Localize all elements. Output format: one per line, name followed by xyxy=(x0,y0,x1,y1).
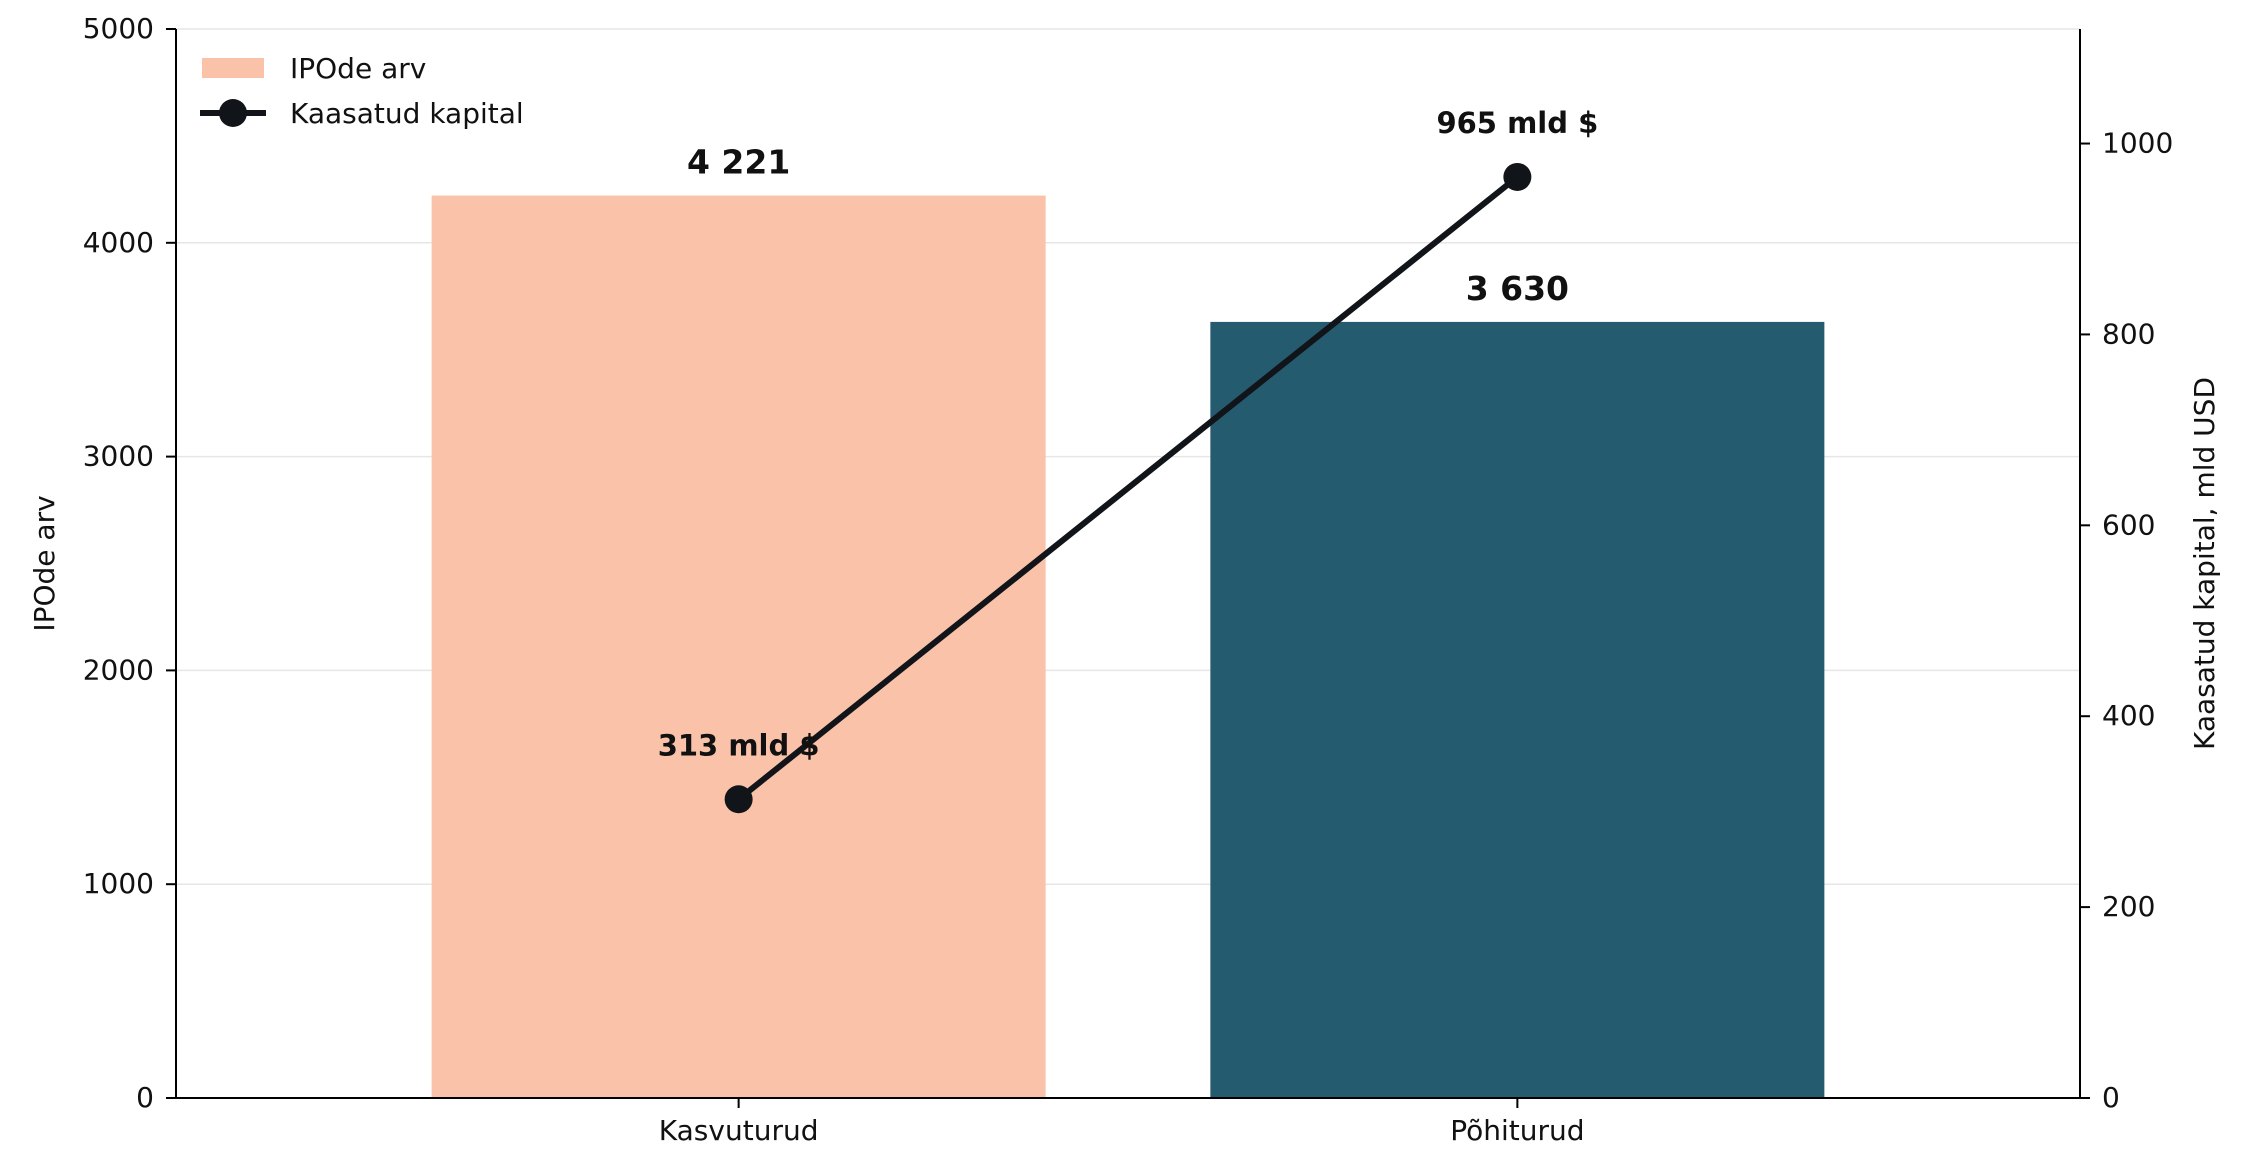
bar-value-label: 4 221 xyxy=(687,143,790,182)
y-tick-label: 1000 xyxy=(83,867,154,900)
x-tick-label: Kasvuturud xyxy=(659,1114,819,1147)
data-labels: 4 221 3 630 313 mld $ 965 mld $ xyxy=(658,106,1599,762)
line-value-label: 313 mld $ xyxy=(658,728,820,762)
y2-tick-label: 200 xyxy=(2102,890,2155,923)
bar-2 xyxy=(1210,321,1825,1098)
y2-tick-label: 1000 xyxy=(2102,127,2173,160)
y-tick-label: 5000 xyxy=(83,12,154,45)
legend-swatch-bars xyxy=(202,58,264,78)
x-tick-label: Põhiturud xyxy=(1450,1114,1584,1147)
y-tick-label: 4000 xyxy=(83,226,154,259)
y2-tick-label: 800 xyxy=(2102,317,2155,350)
capital-line xyxy=(724,162,1532,814)
y-tick-label: 2000 xyxy=(83,653,154,686)
y2-axis-title: Kaasatud kapital, mld USD xyxy=(2188,377,2221,750)
bars xyxy=(431,195,1825,1099)
y-tick-label: 0 xyxy=(136,1081,154,1114)
line-path xyxy=(736,174,1520,802)
y-axis-title: IPOde arv xyxy=(28,495,61,631)
legend-label-bars: IPOde arv xyxy=(290,52,426,85)
y2-tick-label: 0 xyxy=(2102,1081,2120,1114)
line-point-2 xyxy=(1503,162,1532,191)
bar-value-label: 3 630 xyxy=(1466,269,1569,308)
legend-marker-line xyxy=(219,99,247,127)
y-tick-label: 3000 xyxy=(83,440,154,473)
legend-label-line: Kaasatud kapital xyxy=(290,97,524,130)
y2-tick-label: 400 xyxy=(2102,699,2155,732)
axes: 0 1000 2000 3000 4000 5000 0 200 400 600 800 1000 Ka… xyxy=(28,12,2221,1147)
line-point-1 xyxy=(724,785,753,814)
bar-1 xyxy=(431,195,1046,1099)
line-value-label: 965 mld $ xyxy=(1436,106,1598,140)
y2-tick-label: 600 xyxy=(2102,508,2155,541)
legend[interactable]: IPOde arv Kaasatud kapital xyxy=(200,52,524,130)
